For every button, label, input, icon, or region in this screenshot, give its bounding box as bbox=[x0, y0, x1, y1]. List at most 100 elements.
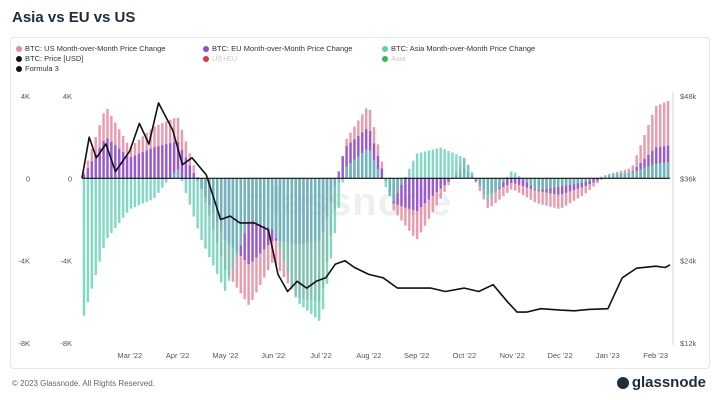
bar-asia bbox=[353, 159, 356, 179]
legend-dot-formula bbox=[16, 65, 22, 72]
x-tick-label: Dec '22 bbox=[547, 351, 572, 360]
bar-asia bbox=[282, 178, 286, 262]
legend-dot-asia bbox=[382, 45, 388, 52]
left-axis-label: 0 bbox=[68, 174, 72, 183]
bar-eu bbox=[431, 178, 435, 196]
bar-asia bbox=[90, 178, 93, 289]
bar-asia bbox=[219, 178, 223, 283]
bar-asia bbox=[317, 178, 321, 321]
bar-asia bbox=[263, 178, 266, 226]
bar-asia bbox=[415, 153, 419, 179]
bar-eu bbox=[439, 178, 442, 189]
bar-asia bbox=[274, 178, 278, 239]
bar-us bbox=[517, 178, 521, 193]
bar-eu bbox=[502, 178, 505, 188]
legend-item-eu[interactable]: BTC: EU Month-over-Month Price Change bbox=[203, 44, 352, 53]
bar-asia bbox=[466, 164, 470, 179]
bar-eu bbox=[184, 157, 188, 179]
bar-asia bbox=[165, 178, 168, 183]
legend-item-asia[interactable]: BTC: Asia Month-over-Month Price Change bbox=[382, 44, 535, 53]
bar-eu bbox=[157, 146, 160, 179]
bar-asia bbox=[192, 178, 195, 217]
legend-dot-price bbox=[16, 55, 22, 62]
bar-asia bbox=[627, 172, 631, 179]
bar-us bbox=[655, 106, 658, 179]
bar-asia bbox=[525, 178, 529, 183]
bar-asia bbox=[314, 178, 317, 318]
bar-eu bbox=[106, 138, 109, 179]
bar-asia bbox=[635, 170, 638, 179]
left-axis-label-outer: -8K bbox=[18, 339, 30, 348]
bar-eu bbox=[337, 171, 340, 179]
legend-label-us: BTC: US Month-over-Month Price Change bbox=[25, 44, 166, 53]
bar-asia bbox=[333, 178, 337, 234]
bar-eu bbox=[651, 150, 654, 179]
bar-eu bbox=[596, 178, 599, 181]
bar-asia bbox=[541, 178, 544, 190]
bar-asia bbox=[396, 178, 399, 194]
bar-asia bbox=[584, 178, 587, 182]
bar-asia bbox=[498, 178, 501, 188]
bar-eu bbox=[400, 178, 403, 207]
bar-eu bbox=[121, 152, 125, 179]
bar-asia bbox=[608, 174, 611, 179]
bar-eu bbox=[506, 178, 509, 185]
x-tick-label: May '22 bbox=[212, 351, 238, 360]
legend-item-us[interactable]: BTC: US Month-over-Month Price Change bbox=[16, 44, 165, 53]
bar-asia bbox=[102, 178, 105, 249]
bar-eu bbox=[90, 161, 93, 179]
bar-asia bbox=[470, 172, 474, 179]
bar-eu bbox=[345, 146, 348, 179]
bar-asia bbox=[223, 178, 227, 291]
legend-item-us-eu[interactable]: US+EU bbox=[203, 54, 237, 63]
bar-asia bbox=[82, 178, 86, 316]
x-tick-label: Aug '22 bbox=[356, 351, 381, 360]
bar-asia bbox=[576, 178, 580, 184]
bar-asia bbox=[337, 178, 340, 208]
bar-asia bbox=[368, 150, 372, 179]
bar-asia bbox=[533, 178, 536, 190]
bar-eu bbox=[662, 146, 666, 179]
bar-asia bbox=[216, 178, 219, 274]
bar-asia bbox=[451, 152, 454, 179]
bar-asia bbox=[270, 178, 274, 230]
right-axis-label: $24k bbox=[680, 257, 697, 266]
bar-asia bbox=[443, 149, 446, 179]
bar-eu bbox=[525, 178, 529, 188]
bar-us bbox=[639, 145, 642, 179]
bar-asia bbox=[412, 160, 415, 179]
right-axis-label: $48k bbox=[680, 92, 697, 101]
legend-item-price[interactable]: BTC: Price [USD] bbox=[16, 54, 83, 63]
bar-asia bbox=[463, 157, 466, 179]
bar-eu bbox=[435, 178, 438, 193]
bar-asia bbox=[502, 178, 505, 183]
bar-eu bbox=[192, 173, 195, 179]
bar-asia bbox=[259, 178, 262, 225]
bar-eu bbox=[114, 145, 117, 179]
left-axis-label: -8K bbox=[60, 339, 72, 348]
bar-asia bbox=[125, 178, 129, 213]
bar-asia bbox=[478, 178, 482, 187]
bar-eu bbox=[149, 148, 152, 179]
bar-eu bbox=[137, 153, 141, 179]
bar-asia bbox=[239, 178, 242, 246]
left-axis-label-outer: 4K bbox=[21, 92, 30, 101]
legend-item-formula[interactable]: Formula 3 bbox=[16, 64, 59, 73]
bar-eu bbox=[376, 155, 380, 179]
bar-eu bbox=[655, 147, 658, 179]
bar-eu bbox=[521, 178, 525, 187]
x-tick-label: Jun '22 bbox=[261, 351, 285, 360]
bar-asia bbox=[619, 173, 623, 179]
bar-asia bbox=[227, 178, 231, 281]
legend-item-asia-sum[interactable]: Asia bbox=[382, 54, 406, 63]
bar-asia bbox=[517, 175, 521, 179]
bar-eu bbox=[380, 168, 384, 179]
bar-us bbox=[533, 178, 536, 203]
bar-asia bbox=[290, 178, 293, 286]
bar-asia bbox=[604, 175, 607, 179]
bar-eu bbox=[98, 147, 101, 179]
bar-asia bbox=[408, 168, 411, 179]
bar-eu bbox=[118, 148, 121, 179]
bar-asia bbox=[404, 176, 407, 179]
bar-asia bbox=[349, 163, 352, 179]
